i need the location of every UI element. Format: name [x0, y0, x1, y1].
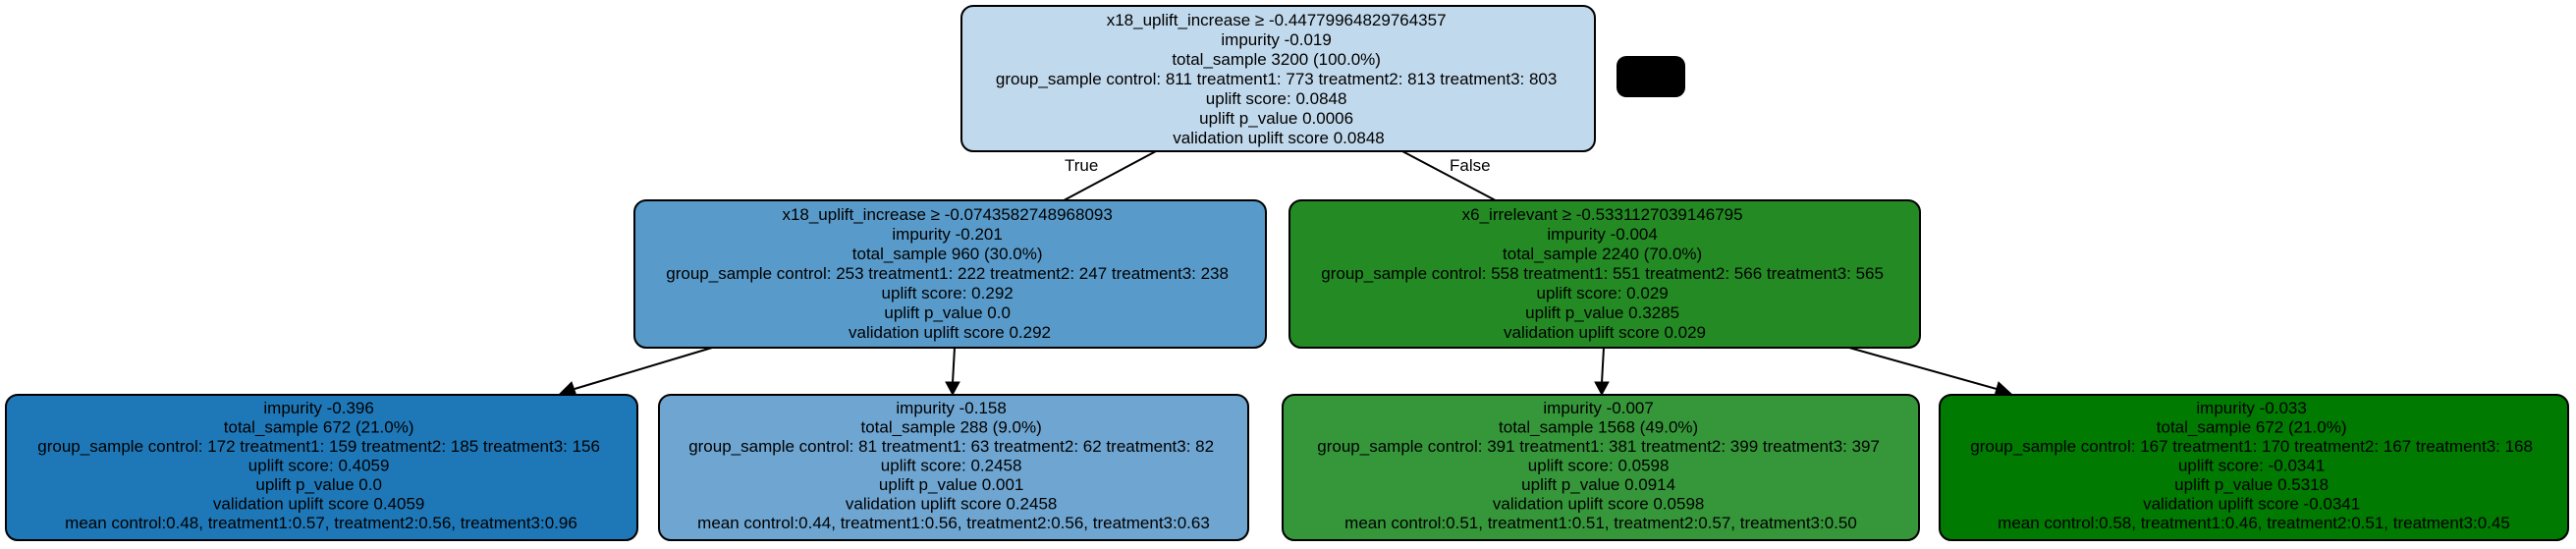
node-text-leaf1: impurity -0.396 total_sample 672 (21.0%)… [37, 399, 604, 532]
node-line: group_sample control: 167 treatment1: 17… [1970, 437, 2533, 456]
edge-label-false: False [1450, 156, 1491, 175]
node-line: mean control:0.48, treatment1:0.57, trea… [65, 514, 577, 532]
tree-leaf-3: impurity -0.007 total_sample 1568 (49.0%… [1282, 394, 1920, 541]
node-text-right: x6_irrelevant ≥ -0.5331127039146795 impu… [1321, 205, 1888, 342]
node-text-leaf2: impurity -0.158 total_sample 288 (9.0%) … [688, 399, 1219, 532]
tree-leaf-4: impurity -0.033 total_sample 672 (21.0%)… [1939, 394, 2569, 541]
node-text-leaf3: impurity -0.007 total_sample 1568 (49.0%… [1317, 399, 1884, 532]
node-line: mean control:0.51, treatment1:0.51, trea… [1344, 514, 1857, 532]
edge-root-right [1401, 150, 1507, 207]
node-line: impurity -0.158 [896, 399, 1006, 417]
node-line: group_sample control: 172 treatment1: 15… [37, 437, 600, 456]
node-line: uplift p_value 0.5318 [2174, 475, 2329, 494]
node-line: uplift score: 0.4059 [248, 457, 390, 475]
node-box-root [960, 5, 1596, 152]
node-line: group_sample control: 558 treatment1: 55… [1321, 264, 1884, 283]
node-text-leaf4: impurity -0.033 total_sample 672 (21.0%)… [1970, 399, 2537, 532]
edge-right-leaf3-arrow [1594, 381, 1610, 397]
node-line: mean control:0.44, treatment1:0.56, trea… [697, 514, 1210, 532]
node-line: validation uplift score 0.0848 [1173, 129, 1384, 147]
tree-node-right: x6_irrelevant ≥ -0.5331127039146795 impu… [1288, 199, 1921, 349]
edge-right-leaf4 [1848, 347, 1998, 390]
edge-root-left [1052, 150, 1157, 207]
node-line: impurity -0.004 [1547, 225, 1657, 244]
node-line: x18_uplift_increase ≥ -0.074358274896809… [782, 205, 1112, 224]
node-line: x6_irrelevant ≥ -0.5331127039146795 [1462, 205, 1743, 224]
edge-left-leaf1 [574, 347, 713, 390]
node-line: group_sample control: 253 treatment1: 22… [666, 264, 1229, 283]
node-line: validation uplift score -0.0341 [2143, 495, 2360, 514]
edge-left-leaf2 [952, 347, 956, 384]
node-box-right [1288, 199, 1921, 349]
node-line: impurity -0.201 [892, 225, 1002, 244]
edge-left-leaf2-arrow [945, 381, 960, 397]
tree-node-root: x18_uplift_increase ≥ -0.447799648297643… [960, 5, 1596, 152]
node-line: group_sample control: 811 treatment1: 77… [996, 70, 1557, 88]
node-line: validation uplift score 0.292 [849, 323, 1051, 342]
node-line: uplift score: 0.292 [882, 284, 1014, 302]
node-line: mean control:0.58, treatment1:0.46, trea… [1998, 514, 2510, 532]
node-line: uplift p_value 0.001 [879, 475, 1023, 494]
node-line: uplift score: 0.029 [1537, 284, 1669, 302]
node-line: impurity -0.033 [2196, 399, 2306, 417]
node-line: group_sample control: 81 treatment1: 63 … [688, 437, 1214, 456]
node-line: x18_uplift_increase ≥ -0.447799648297643… [1107, 11, 1447, 29]
node-line: validation uplift score 0.4059 [213, 495, 424, 514]
node-line: uplift score: 0.2458 [881, 457, 1022, 475]
node-line: total_sample 3200 (100.0%) [1172, 50, 1381, 69]
node-line: validation uplift score 0.029 [1504, 323, 1706, 342]
node-line: impurity -0.007 [1543, 399, 1653, 417]
edge-left-leaf1-arrow [557, 381, 577, 397]
node-line: uplift score: 0.0848 [1206, 89, 1347, 108]
tree-leaf-1: impurity -0.396 total_sample 672 (21.0%)… [5, 394, 638, 541]
node-line: uplift score: 0.0598 [1528, 457, 1670, 475]
node-line: uplift score: -0.0341 [2178, 457, 2325, 475]
edge-label-true: True [1065, 156, 1098, 175]
node-box-leaf2 [658, 394, 1249, 541]
node-text-root: x18_uplift_increase ≥ -0.447799648297643… [996, 11, 1562, 147]
node-text-left: x18_uplift_increase ≥ -0.074358274896809… [666, 205, 1233, 342]
node-line: uplift p_value 0.3285 [1525, 303, 1679, 322]
node-box-leaf3 [1282, 394, 1920, 541]
node-line: total_sample 2240 (70.0%) [1503, 245, 1702, 263]
node-line: uplift p_value 0.0914 [1521, 475, 1675, 494]
node-line: validation uplift score 0.2458 [846, 495, 1057, 514]
edge-right-leaf4-arrow [1994, 381, 2014, 397]
node-box-left [633, 199, 1267, 349]
node-box-leaf4 [1939, 394, 2569, 541]
node-line: total_sample 672 (21.0%) [224, 418, 414, 437]
tree-node-left: x18_uplift_increase ≥ -0.074358274896809… [633, 199, 1267, 349]
node-line: validation uplift score 0.0598 [1493, 495, 1704, 514]
node-line: impurity -0.019 [1221, 30, 1331, 49]
node-line: total_sample 672 (21.0%) [2157, 418, 2347, 437]
node-line: impurity -0.396 [263, 399, 373, 417]
node-line: total_sample 1568 (49.0%) [1499, 418, 1698, 437]
node-box-leaf1 [5, 394, 638, 541]
edge-right-leaf3 [1601, 347, 1605, 384]
node-line: total_sample 288 (9.0%) [860, 418, 1041, 437]
node-line: total_sample 960 (30.0%) [852, 245, 1043, 263]
legend-black-box [1617, 56, 1685, 97]
tree-leaf-2: impurity -0.158 total_sample 288 (9.0%) … [658, 394, 1249, 541]
node-line: uplift p_value 0.0 [255, 475, 382, 494]
node-line: group_sample control: 391 treatment1: 38… [1317, 437, 1880, 456]
node-line: uplift p_value 0.0006 [1199, 109, 1353, 128]
node-line: uplift p_value 0.0 [884, 303, 1011, 322]
